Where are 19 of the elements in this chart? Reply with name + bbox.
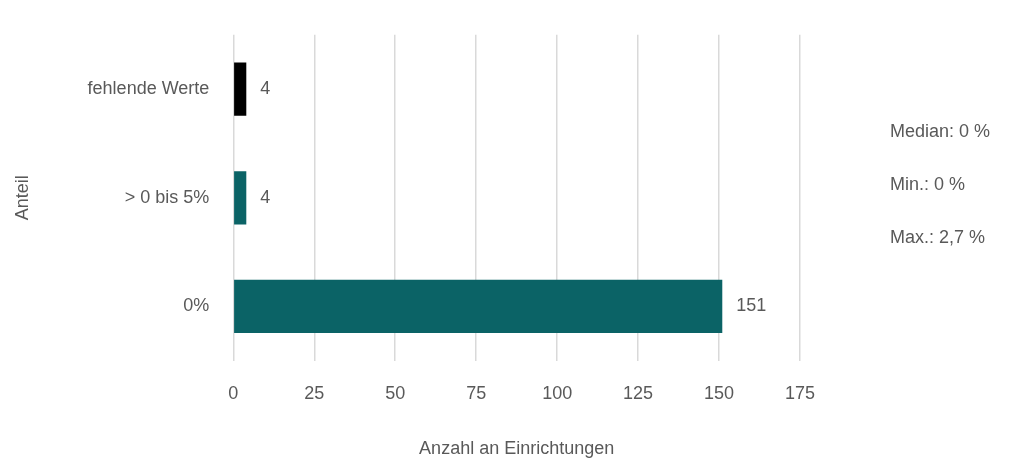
x-tick-label: 125	[623, 382, 654, 403]
x-tick-label: 175	[784, 382, 816, 403]
y-axis-title: Anteil	[11, 175, 32, 221]
x-tick-label: 100	[542, 382, 573, 403]
x-axis-title: Anzahl an Einrichtungen	[419, 438, 615, 459]
data-label: 151	[736, 295, 767, 316]
text: Median: 0 %	[890, 120, 991, 141]
x-tick-label: 25	[304, 382, 325, 403]
y-tick-label: > 0 bis 5%	[124, 186, 210, 207]
y-tick-label: fehlende Werte	[87, 78, 210, 99]
data-label: 4	[260, 78, 271, 99]
text: Max.: 2,7 %	[890, 226, 986, 247]
x-tick-label: 150	[704, 382, 735, 403]
y-tick-label: 0%	[183, 295, 210, 316]
x-tick-label: 0	[228, 382, 239, 403]
x-tick-label: 75	[466, 382, 487, 403]
text: Min.: 0 %	[890, 173, 966, 194]
data-label: 4	[260, 186, 271, 207]
x-tick-label: 50	[385, 382, 406, 403]
